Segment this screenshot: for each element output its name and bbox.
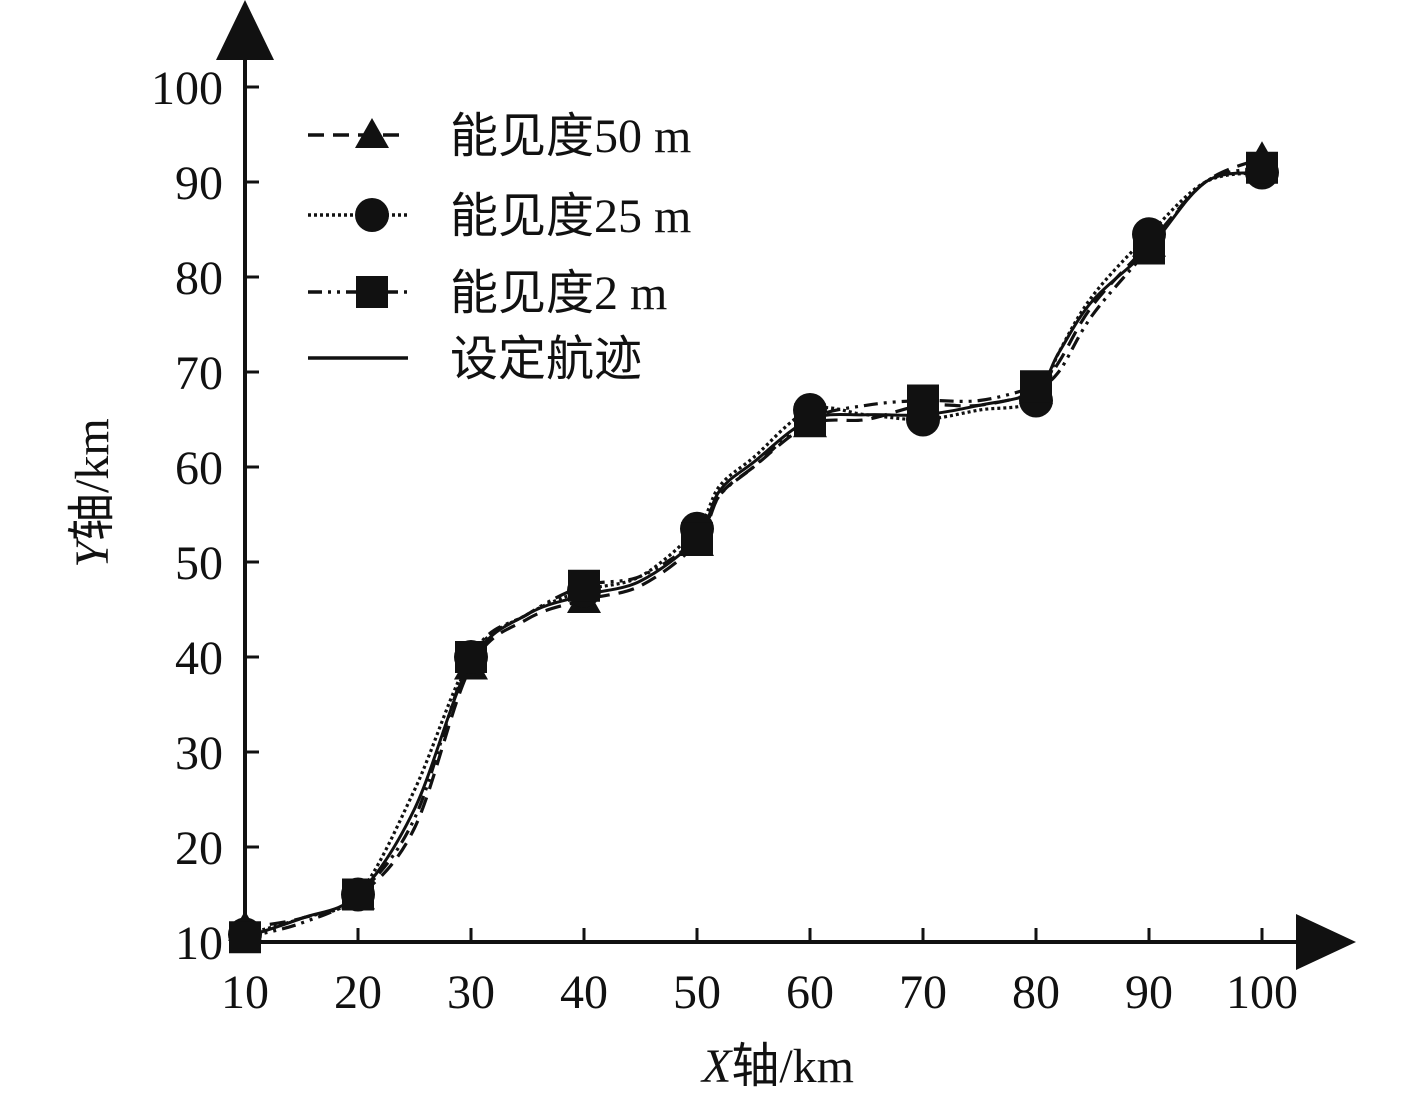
series-2-point-50: [681, 522, 713, 555]
legend: 能见度50 m 能见度25 m 能见度2 m 设定航迹: [308, 110, 691, 386]
y-axis-title: Y轴/km: [66, 418, 119, 567]
legend-marker-2: [356, 276, 388, 308]
series-2-point-20: [342, 878, 374, 911]
series-2-point-90: [1133, 232, 1165, 265]
series-2-point-60: [794, 403, 826, 436]
x-tick-label-100: 100: [1226, 966, 1298, 1019]
x-tick-label-90: 90: [1125, 966, 1173, 1019]
y-tick-label-10: 10: [175, 917, 223, 970]
y-tick-label-50: 50: [175, 537, 223, 590]
y-tick-label-60: 60: [175, 442, 223, 495]
series-line-0: [244, 156, 1263, 930]
y-tick-label-90: 90: [175, 157, 223, 210]
y-tick-label-70: 70: [175, 347, 223, 400]
legend-marker-0: [355, 118, 389, 148]
x-tick-label-70: 70: [899, 966, 947, 1019]
series-2-point-30: [455, 641, 487, 673]
legend-marker-1: [355, 198, 389, 232]
series-2-point-10: [229, 921, 261, 954]
markers-layer: [228, 141, 1279, 954]
x-tick-label-60: 60: [786, 966, 834, 1019]
y-tick-label-20: 20: [175, 822, 223, 875]
x-tick-label-20: 20: [334, 966, 382, 1019]
y-axis-unit: 轴/km: [66, 418, 119, 541]
series-2-point-40: [568, 569, 600, 602]
y-tick-label-40: 40: [175, 632, 223, 685]
series-2-point-70: [907, 384, 939, 417]
axes: 10 20 30 40 50 60 70 80 90 100 10 20 30 40 50 60 70 80 90 1…: [151, 0, 1356, 1019]
x-axis-title: X轴/km: [700, 1040, 854, 1093]
series-2-point-80: [1020, 370, 1052, 403]
y-axis-variable: Y: [66, 537, 119, 568]
y-axis-arrow: [216, 0, 274, 60]
series-line-2: [244, 166, 1263, 939]
series-line-1: [244, 170, 1263, 936]
legend-label-1: 能见度25 m: [450, 190, 691, 243]
legend-label-2: 能见度2 m: [450, 267, 667, 320]
y-tick-label-30: 30: [175, 727, 223, 780]
series-2-point-100: [1246, 151, 1278, 184]
legend-label-3: 设定航迹: [450, 333, 642, 386]
x-tick-label-10: 10: [221, 966, 269, 1019]
x-axis-variable: X: [700, 1040, 733, 1093]
y-tick-label-100: 100: [151, 62, 223, 115]
x-tick-label-80: 80: [1012, 966, 1060, 1019]
x-axis-arrow: [1296, 914, 1356, 970]
series-line-3: [244, 171, 1263, 939]
legend-label-0: 能见度50 m: [450, 110, 691, 163]
x-axis-unit: 轴/km: [731, 1040, 854, 1093]
x-tick-label-50: 50: [673, 966, 721, 1019]
series-layer: [244, 156, 1263, 939]
x-tick-label-40: 40: [560, 966, 608, 1019]
y-tick-label-80: 80: [175, 252, 223, 305]
x-tick-label-30: 30: [447, 966, 495, 1019]
